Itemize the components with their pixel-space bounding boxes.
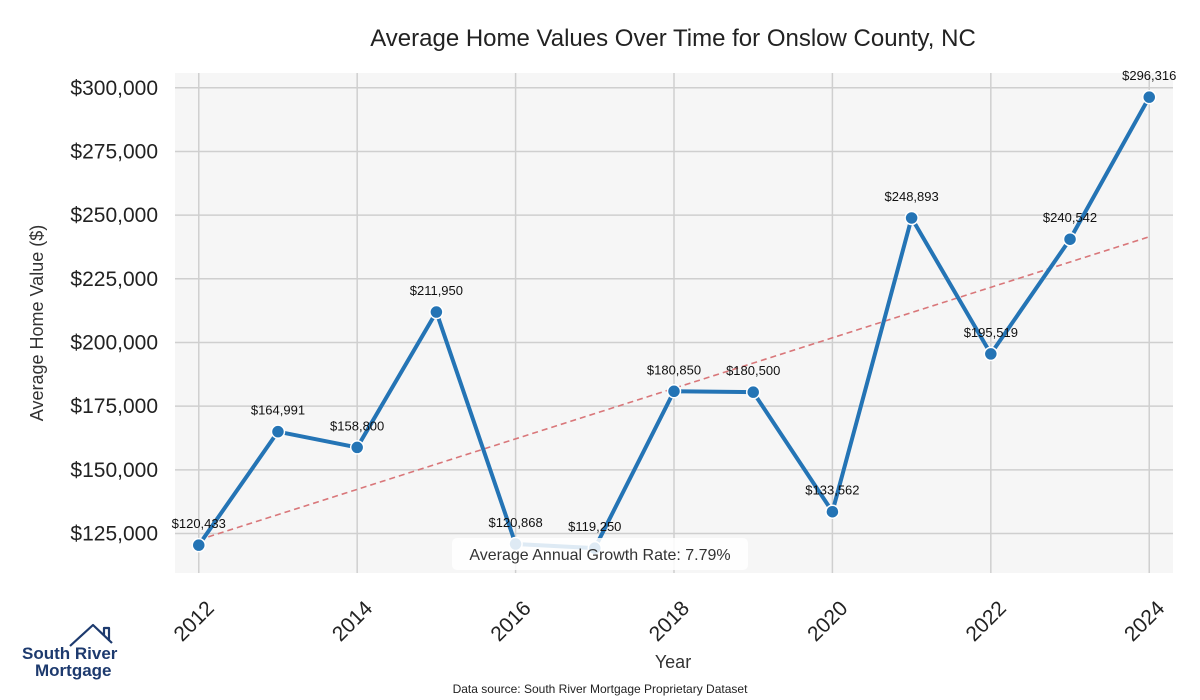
data-point [904,210,919,226]
x-tick-label: 2020 [803,597,852,646]
data-label: $180,500 [726,363,780,378]
data-points [191,89,1157,556]
data-label: $120,868 [488,515,542,530]
company-logo: South River Mortgage [22,623,118,680]
chart-title: Average Home Values Over Time for Onslow… [370,25,976,52]
data-label: $296,316 [1122,68,1176,83]
x-tick-label: 2016 [486,597,535,646]
x-tick-labels: 2012 2014 2016 2018 2020 2022 2024 [170,597,1170,647]
data-point [429,304,444,320]
y-tick-label: $150,000 [70,459,158,482]
data-point [825,504,840,519]
data-label: $158,800 [330,418,384,433]
x-tick-label: 2012 [170,597,219,646]
data-label: $164,991 [251,403,305,418]
data-point [349,440,365,455]
house-roof-icon [69,623,113,647]
data-point [191,537,207,553]
data-point [270,424,286,439]
y-tick-label: $200,000 [70,331,158,354]
x-tick-label: 2014 [328,597,378,647]
data-label: $248,893 [885,189,939,204]
x-tick-label: 2018 [645,597,694,646]
logo-line1: South River [22,644,118,663]
y-tick-label: $275,000 [70,140,158,163]
data-point [745,384,761,400]
logo-line2: Mortgage [35,661,112,680]
data-label: $133,562 [805,483,859,498]
y-tick-label: $300,000 [70,77,158,100]
x-gridlines [198,73,1150,573]
data-label: $195,519 [964,325,1018,340]
growth-annotation-box [452,538,748,570]
data-point [1141,89,1157,105]
trend-line [198,236,1150,541]
y-tick-labels: $125,000 $150,000 $175,000 $200,000 $225,000… [70,77,158,546]
x-tick-label: 2024 [1120,597,1170,647]
y-tick-label: $250,000 [70,204,158,227]
growth-annotation: Average Annual Growth Rate: 7.79% [469,547,730,564]
data-source-note: Data source: South River Mortgage Propri… [453,682,748,696]
data-point [666,384,682,399]
data-point [983,346,999,362]
data-label: $240,542 [1043,210,1097,225]
data-label: $120,433 [172,516,226,531]
y-axis-label: Average Home Value ($) [27,225,47,421]
y-tick-label: $175,000 [70,395,158,418]
y-tick-label: $125,000 [70,523,158,546]
data-label: $211,950 [410,283,463,298]
x-axis-label: Year [655,652,691,672]
data-label: $119,250 [568,519,621,534]
x-tick-label: 2022 [962,597,1011,646]
data-labels: $120,433 $164,991 $158,800 $211,950 $120,868… [172,68,1177,534]
y-tick-label: $225,000 [70,268,158,291]
data-label: $180,850 [647,362,701,377]
data-point [1062,231,1078,247]
